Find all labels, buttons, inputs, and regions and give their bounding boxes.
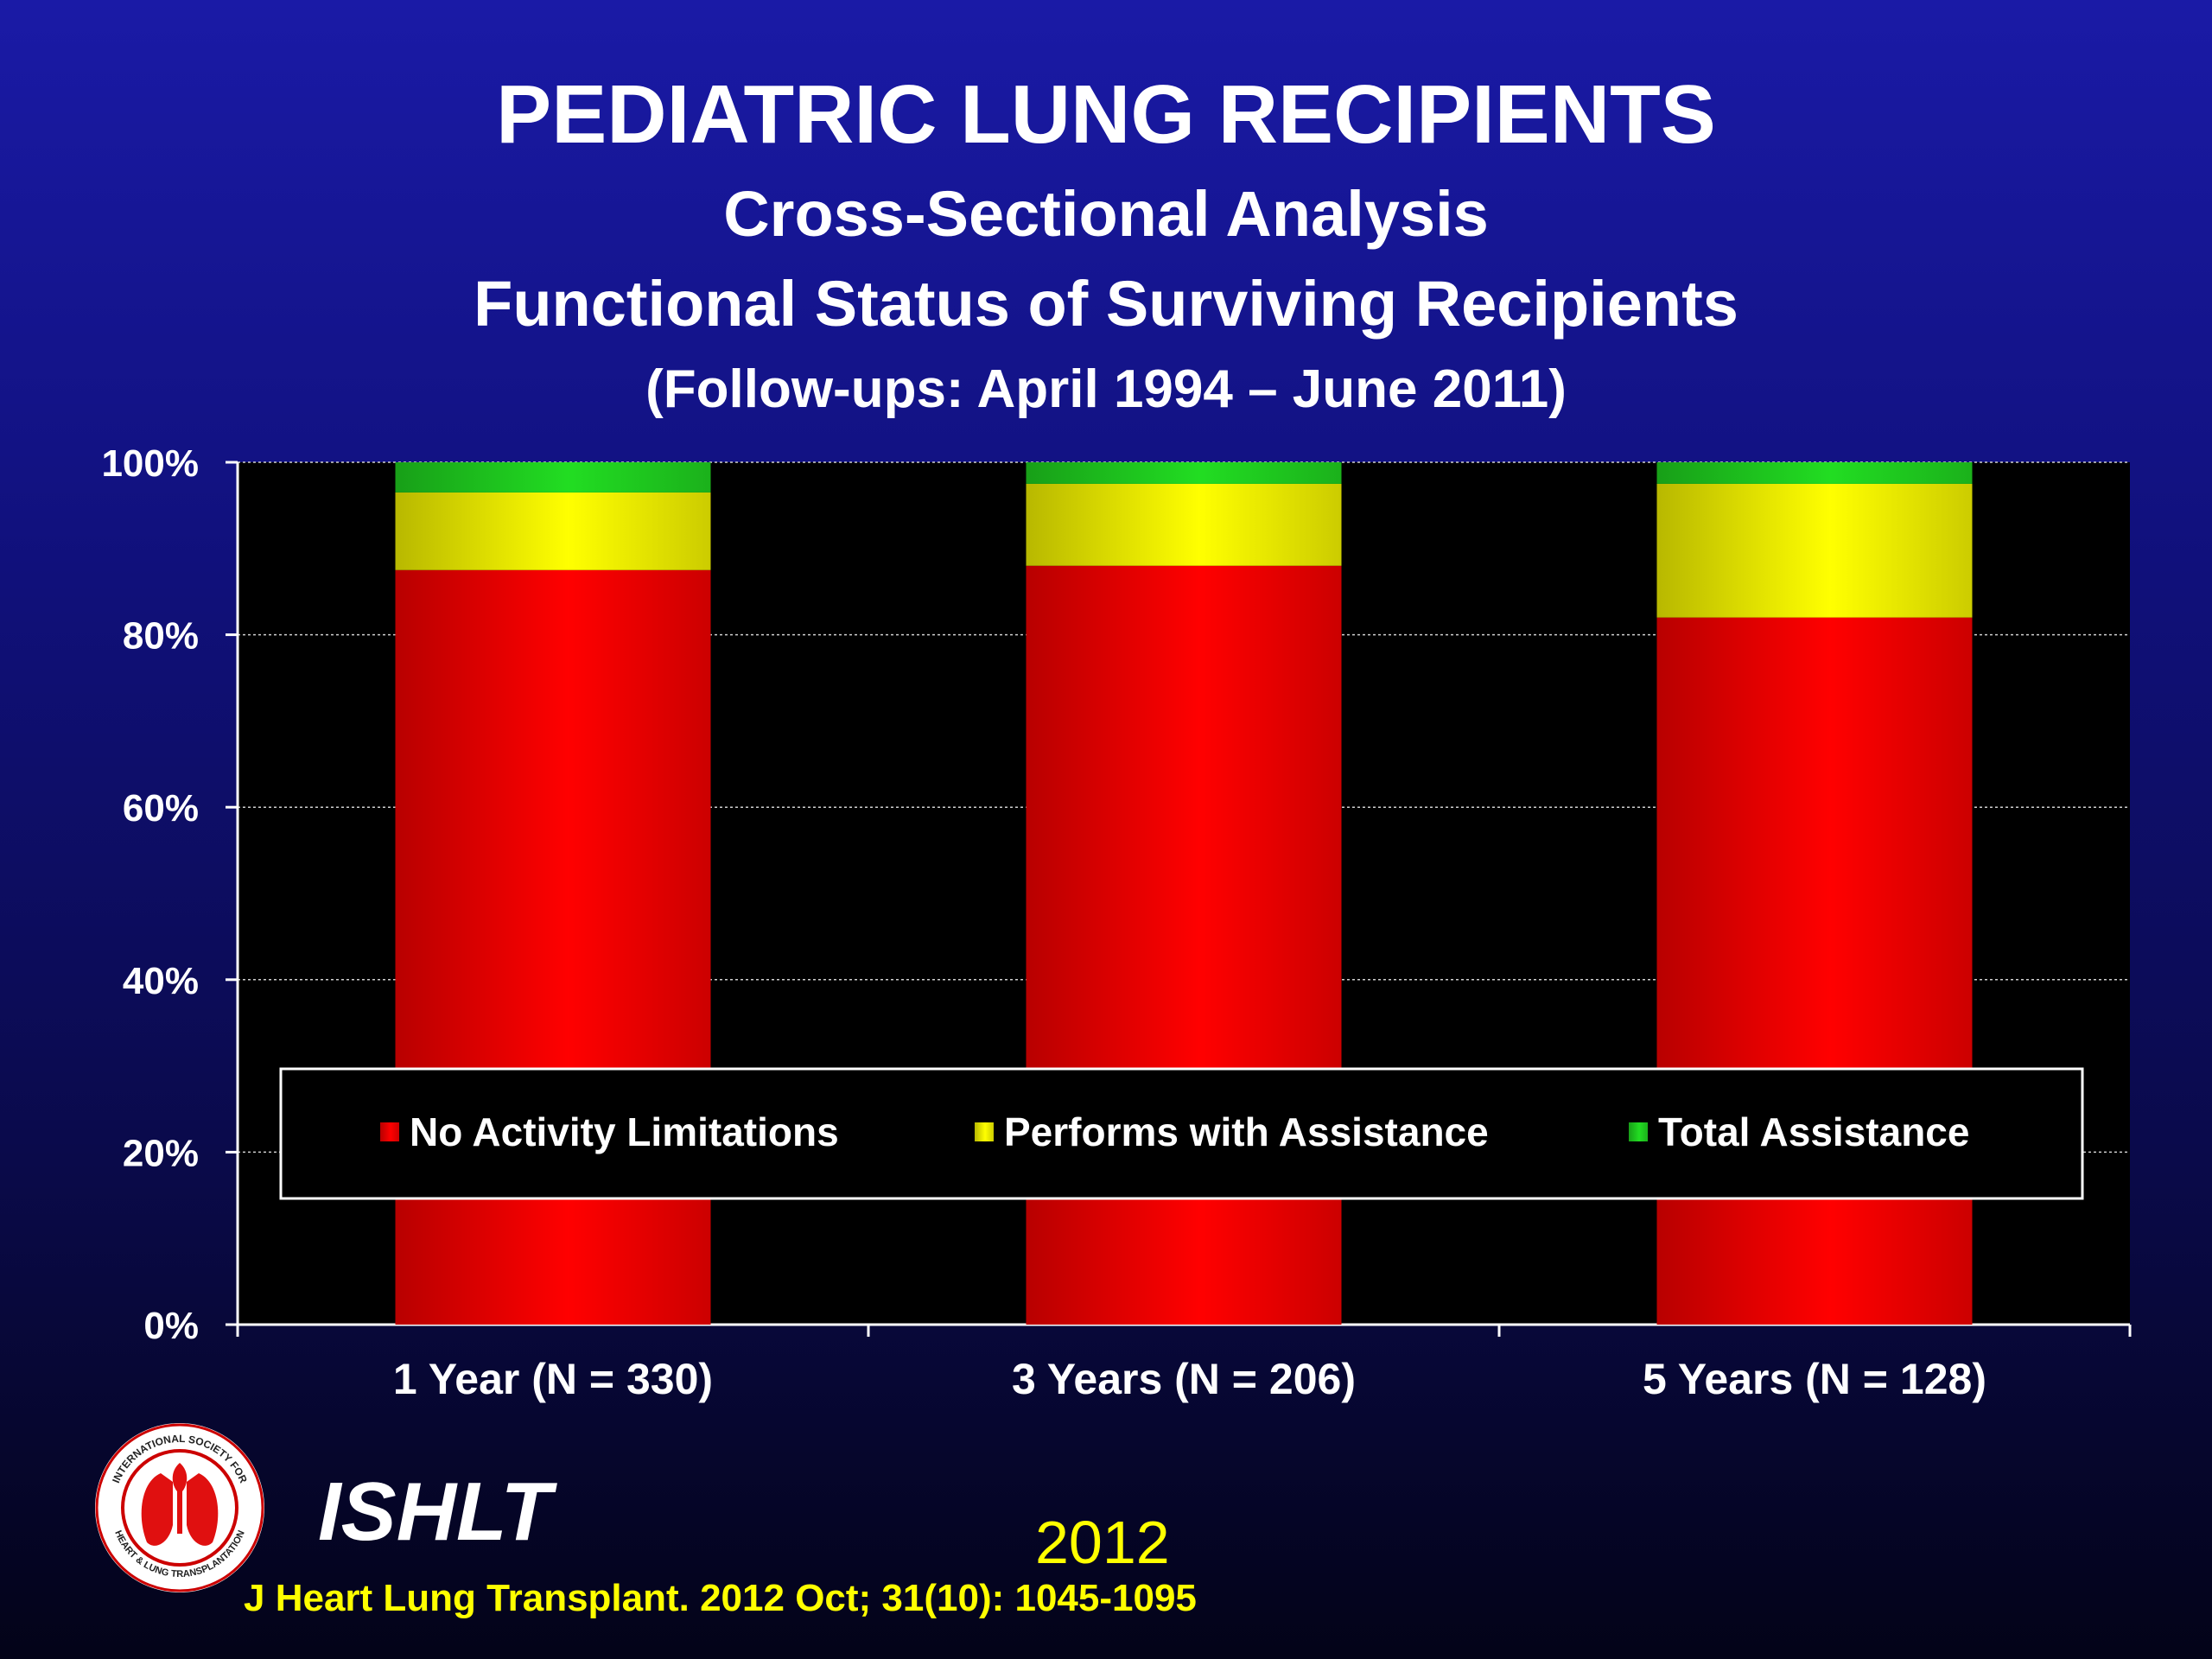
legend-swatch: [380, 1122, 399, 1141]
y-tick-label: 60%: [123, 787, 199, 830]
legend-swatch: [1629, 1122, 1648, 1141]
title-block: PEDIATRIC LUNG RECIPIENTS Cross-Sectiona…: [0, 60, 2212, 430]
y-tick-label: 0%: [143, 1305, 199, 1347]
slide-title: PEDIATRIC LUNG RECIPIENTS: [496, 68, 1716, 161]
legend-label: No Activity Limitations: [410, 1109, 839, 1154]
x-category-label: 1 Year (N = 330): [393, 1355, 713, 1403]
slide-subtitle-status: Functional Status of Surviving Recipient…: [474, 268, 1738, 340]
bar-segment: [395, 462, 711, 493]
ishlt-label: ISHLT: [318, 1465, 552, 1558]
bar-segment: [1656, 462, 1973, 484]
report-year: 2012: [1035, 1509, 1170, 1576]
slide-subtitle-analysis: Cross-Sectional Analysis: [723, 178, 1489, 250]
journal-citation: J Heart Lung Transplant. 2012 Oct; 31(10…: [244, 1577, 1197, 1619]
bar-segment: [395, 492, 711, 570]
slide-subtitle-dates: (Follow-ups: April 1994 – June 2011): [645, 359, 1567, 419]
bar-segment: [1026, 565, 1342, 1325]
bar-segment: [1026, 483, 1342, 566]
x-category-label: 5 Years (N = 128): [1643, 1355, 1986, 1403]
ishlt-logo: INTERNATIONAL SOCIETY FOR HEART & LUNG T…: [95, 1423, 264, 1592]
legend-label: Total Assistance: [1658, 1109, 1969, 1154]
y-tick-label: 100%: [101, 442, 199, 485]
bar-segment: [395, 569, 711, 1325]
bar-segment: [1656, 617, 1973, 1325]
x-category-label: 3 Years (N = 206): [1012, 1355, 1356, 1403]
legend-box: [279, 1067, 2084, 1200]
y-tick-label: 80%: [123, 615, 199, 658]
bar-segment: [1656, 483, 1973, 618]
y-tick-label: 40%: [123, 960, 199, 1002]
y-tick-label: 20%: [123, 1132, 199, 1174]
legend-swatch: [975, 1122, 994, 1141]
legend-label: Performs with Assistance: [1004, 1109, 1489, 1154]
bar-segment: [1026, 462, 1342, 484]
